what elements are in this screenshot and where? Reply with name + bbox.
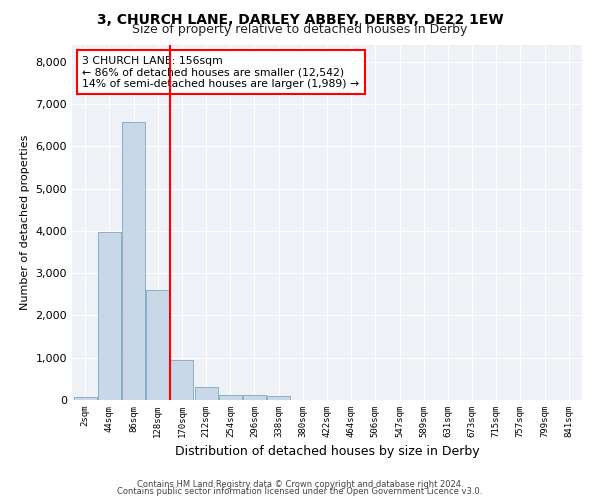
Text: 3, CHURCH LANE, DARLEY ABBEY, DERBY, DE22 1EW: 3, CHURCH LANE, DARLEY ABBEY, DERBY, DE2… (97, 12, 503, 26)
Text: Size of property relative to detached houses in Derby: Size of property relative to detached ho… (133, 22, 467, 36)
Bar (267, 396, 290, 400)
Text: Contains public sector information licensed under the Open Government Licence v3: Contains public sector information licen… (118, 488, 482, 496)
Bar (194, 388, 218, 400)
Text: 3 CHURCH LANE: 156sqm
← 86% of detached houses are smaller (12,542)
14% of semi-: 3 CHURCH LANE: 156sqm ← 86% of detached … (82, 56, 359, 89)
Bar (170, 360, 193, 400)
Bar (219, 394, 242, 400)
Y-axis label: Number of detached properties: Number of detached properties (20, 135, 30, 310)
Bar (74, 397, 97, 400)
Bar (146, 290, 169, 400)
Bar (243, 396, 266, 400)
X-axis label: Distribution of detached houses by size in Derby: Distribution of detached houses by size … (175, 446, 479, 458)
Bar (98, 232, 121, 400)
Text: Contains HM Land Registry data © Crown copyright and database right 2024.: Contains HM Land Registry data © Crown c… (137, 480, 463, 489)
Bar (122, 122, 145, 400)
